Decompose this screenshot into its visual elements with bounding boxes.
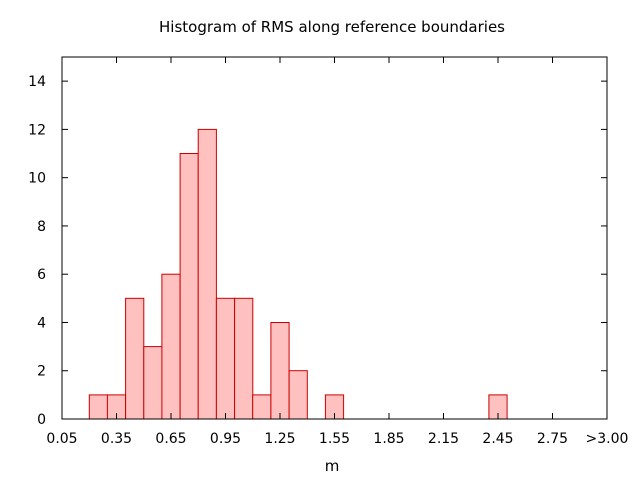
y-tick-label: 14 bbox=[28, 74, 46, 90]
histogram-bar bbox=[88, 394, 109, 420]
histogram-bar bbox=[252, 394, 272, 420]
y-tick-label: 8 bbox=[37, 219, 46, 235]
x-tick-label: 0.05 bbox=[46, 431, 77, 447]
y-tick-label: 6 bbox=[37, 267, 46, 283]
y-tick-label: 10 bbox=[28, 171, 46, 187]
x-tick-label: 0.95 bbox=[210, 431, 241, 447]
x-tick-label: 1.25 bbox=[264, 431, 295, 447]
chart-title: Histogram of RMS along reference boundar… bbox=[159, 18, 505, 36]
x-tick-label: 1.85 bbox=[373, 431, 404, 447]
histogram-bar bbox=[179, 153, 199, 420]
x-tick-label: 0.35 bbox=[101, 431, 132, 447]
y-tick-label: 4 bbox=[37, 315, 46, 331]
histogram-bar bbox=[288, 370, 308, 420]
ticks-layer: 0 2 4 6 8 10 12 14 0.05 0.35 0.65 0.95 1.25 1.55 1.85 2… bbox=[28, 57, 628, 447]
x-tick-label: 2.45 bbox=[482, 431, 513, 447]
x-tick-label: >3.00 bbox=[586, 431, 629, 447]
histogram-bar bbox=[125, 297, 145, 420]
y-tick-label: 2 bbox=[37, 364, 46, 380]
histogram-bar bbox=[234, 297, 254, 420]
x-tick-label: 2.15 bbox=[428, 431, 459, 447]
y-tick-label: 0 bbox=[37, 412, 46, 428]
histogram-bar bbox=[197, 128, 217, 420]
x-tick-label: 0.65 bbox=[155, 431, 186, 447]
x-tick-label: 2.75 bbox=[537, 431, 568, 447]
bars-layer bbox=[88, 128, 508, 420]
histogram-bar bbox=[215, 297, 236, 420]
histogram-bar bbox=[161, 273, 181, 420]
histogram-bar bbox=[143, 346, 163, 420]
histogram-bar bbox=[270, 322, 290, 420]
x-axis-label: m bbox=[325, 457, 340, 475]
x-tick-label: 1.55 bbox=[319, 431, 350, 447]
y-tick-label: 12 bbox=[28, 122, 46, 138]
plot-frame bbox=[61, 56, 608, 420]
